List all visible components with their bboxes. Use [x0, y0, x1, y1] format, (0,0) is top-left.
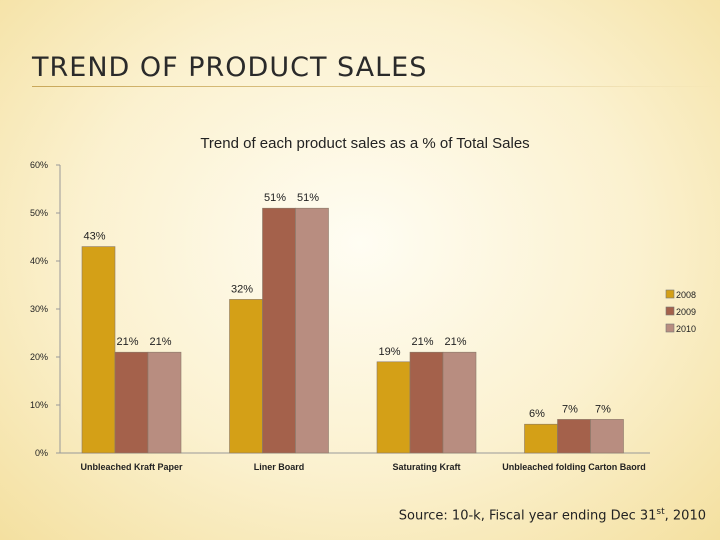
- y-tick-label: 20%: [30, 352, 48, 362]
- bar-data-label: 21%: [411, 336, 433, 348]
- bar-data-label: 6%: [529, 408, 545, 420]
- chart-title: Trend of each product sales as a % of To…: [200, 135, 529, 152]
- bar: [557, 419, 591, 454]
- bar-chart: Trend of each product sales as a % of To…: [30, 135, 696, 472]
- x-category-label: Liner Board: [254, 462, 305, 472]
- bar-data-label: 7%: [595, 403, 611, 415]
- bar: [376, 361, 411, 454]
- bar: [147, 351, 182, 454]
- x-category-label: Unbleached folding Carton Baord: [502, 462, 646, 472]
- slide-title: TREND OF PRODUCT SALES: [32, 52, 428, 83]
- source-note: Source: 10-k, Fiscal year ending Dec 31s…: [399, 507, 706, 523]
- source-superscript: st: [656, 507, 665, 517]
- bar-data-label: 51%: [297, 192, 319, 204]
- y-tick-label: 0%: [35, 448, 48, 458]
- bar: [590, 419, 624, 454]
- x-category-label: Unbleached Kraft Paper: [80, 462, 183, 472]
- bar-data-label: 7%: [562, 403, 578, 415]
- legend-label: 2008: [676, 290, 696, 300]
- legend-swatch: [665, 323, 675, 333]
- bar-data-label: 19%: [378, 346, 400, 358]
- bar-data-label: 51%: [264, 192, 286, 204]
- bar: [295, 207, 329, 454]
- bar-data-label: 43%: [83, 231, 105, 243]
- bar: [229, 299, 263, 454]
- bar-data-label: 21%: [149, 336, 171, 348]
- bar: [524, 423, 558, 454]
- legend-label: 2010: [676, 324, 696, 334]
- y-tick-label: 60%: [30, 160, 48, 170]
- y-tick-label: 40%: [30, 256, 48, 266]
- y-tick-label: 30%: [30, 304, 48, 314]
- legend-swatch: [665, 306, 675, 316]
- source-prefix: Source: 10-k, Fiscal year ending Dec 31: [398, 508, 657, 524]
- legend-label: 2009: [676, 307, 696, 317]
- bar: [262, 207, 296, 454]
- bar-data-label: 21%: [444, 336, 466, 348]
- legend-swatch: [665, 289, 675, 299]
- bar: [81, 246, 116, 454]
- y-tick-label: 10%: [30, 400, 48, 410]
- source-suffix: , 2010: [664, 508, 706, 524]
- bar: [114, 351, 149, 454]
- x-category-label: Saturating Kraft: [392, 462, 460, 472]
- title-underline: [32, 86, 720, 87]
- bar: [409, 351, 444, 454]
- bar-data-label: 32%: [231, 283, 253, 295]
- y-tick-label: 50%: [30, 208, 48, 218]
- bar-data-label: 21%: [116, 336, 138, 348]
- bar: [442, 351, 477, 454]
